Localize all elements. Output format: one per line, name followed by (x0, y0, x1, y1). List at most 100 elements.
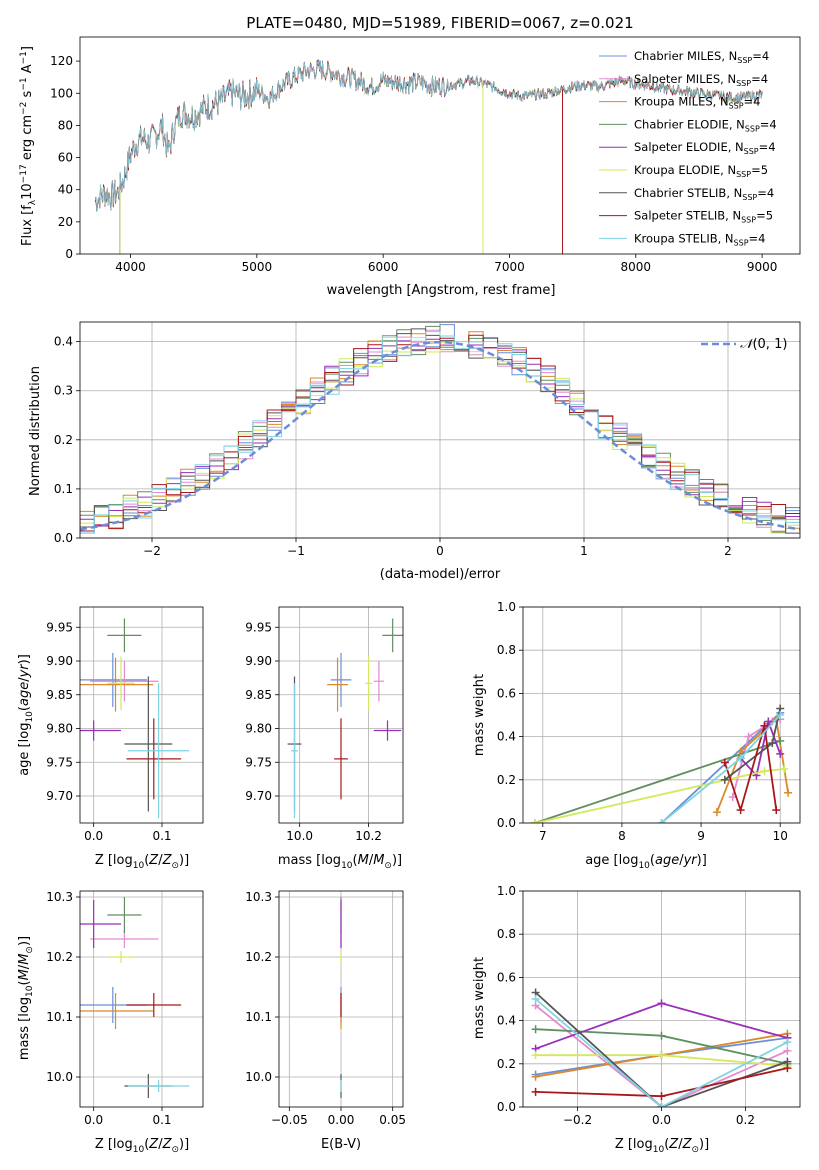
y-tick-label: 0.2 (54, 433, 73, 447)
x-tick-label: 9 (697, 829, 705, 843)
y-tick-label: 0.8 (497, 927, 516, 941)
mass-vs-z-xlabel: Z [log10(Z/Z⊙)] (95, 1137, 189, 1155)
y-tick-label: 0.2 (497, 773, 516, 787)
y-tick-label: 20 (58, 215, 73, 229)
figure-title: PLATE=0480, MJD=51989, FIBERID=0067, z=0… (246, 14, 633, 32)
weight-line (535, 1004, 788, 1107)
y-tick-label: 0.2 (497, 1057, 516, 1071)
y-tick-label: 9.70 (46, 789, 73, 803)
x-tick-label: 7000 (494, 260, 525, 274)
age-vs-mass-xlabel: mass [log10(M/M⊙)] (278, 853, 402, 871)
axes-frame (278, 890, 404, 1108)
errorbars (287, 618, 403, 819)
x-tick-label: 10 (773, 829, 788, 843)
y-tick-label: 10.2 (46, 950, 73, 964)
weight-vs-z-plot: −0.2 0.0 0.2 0.0 0.2 0.4 0.6 0.8 1.0 (497, 884, 801, 1127)
y-tick-label: 9.90 (46, 654, 73, 668)
legend-label: Salpeter MILES, NSSP=4 (634, 72, 768, 88)
residuals-legend: 𝒩(0, 1) (701, 337, 787, 352)
y-tick-label: 9.90 (245, 654, 272, 668)
residuals-xlabel: (data-model)/error (380, 567, 501, 582)
legend-label: Kroupa MILES, NSSP=4 (634, 95, 760, 111)
y-tick-label: 0.4 (497, 1014, 516, 1028)
y-tick-label: 9.95 (46, 620, 73, 634)
spectrum-xlabel: wavelength [Angstrom, rest frame] (327, 283, 556, 298)
weight-vs-z-panel: −0.2 0.0 0.2 0.0 0.2 0.4 0.6 0.8 1.0 Z [log10(Z/… (472, 884, 801, 1155)
legend-label: Chabrier MILES, NSSP=4 (634, 49, 769, 65)
axes-frame (79, 321, 801, 539)
legend-label: Chabrier STELIB, NSSP=4 (634, 186, 774, 202)
axes-frame (278, 606, 404, 824)
age-vs-z-xlabel: Z [log10(Z/Z⊙)] (95, 853, 189, 871)
y-tick-label: 9.75 (46, 755, 73, 769)
x-tick-label: −0.05 (271, 1113, 308, 1127)
y-tick-label: 0 (65, 247, 73, 261)
axes-frame (79, 36, 801, 255)
age-vs-mass-panel: 10.0 10.2 9.70 9.75 9.80 9.85 9.90 9.95 mass [l… (245, 606, 404, 871)
residuals-plot: −2 −1 0 1 2 0.0 0.1 0.2 0.3 0.4 (54, 321, 801, 558)
spectrum-ylabel: Flux [fλ10−17 erg cm−2 s−1 A−1] (19, 46, 38, 246)
x-tick-label: 0 (436, 544, 444, 558)
x-tick-label: 5000 (242, 260, 273, 274)
axes-frame (79, 890, 204, 1108)
y-tick-label: 10.0 (46, 1070, 73, 1084)
y-tick-label: 0.4 (54, 335, 73, 349)
weight-line (716, 717, 789, 813)
weight-line (723, 725, 778, 814)
y-tick-label: 0.0 (497, 816, 516, 830)
x-tick-label: 0.05 (379, 1113, 406, 1127)
x-tick-label: 8000 (621, 260, 652, 274)
y-tick-label: 10.1 (46, 1010, 73, 1024)
x-tick-label: 0.00 (328, 1113, 355, 1127)
y-tick-label: 10.3 (46, 890, 73, 904)
spectrum-line (94, 60, 763, 212)
weight-line (534, 740, 781, 823)
y-tick-label: 0.4 (497, 730, 516, 744)
y-tick-label: 40 (58, 183, 73, 197)
y-tick-label: 80 (58, 118, 73, 132)
normal-legend-args: (0, 1) (752, 337, 787, 352)
legend-label: Chabrier ELODIE, NSSP=4 (634, 117, 777, 133)
x-tick-label: −1 (287, 544, 305, 558)
y-tick-label: 9.85 (46, 688, 73, 702)
spectrum-lines (94, 59, 763, 254)
y-tick-label: 0.3 (54, 384, 73, 398)
histogram-series (80, 331, 800, 534)
x-tick-label: 2 (724, 544, 732, 558)
y-tick-label: 100 (50, 86, 73, 100)
residuals-panel: −2 −1 0 1 2 0.0 0.1 0.2 0.3 0.4 (data-model)/erro… (28, 321, 801, 582)
legend-label: Salpeter STELIB, NSSP=5 (634, 209, 773, 225)
mass-vs-z-ylabel: mass [log10(M/M⊙)] (17, 936, 35, 1060)
age-vs-z-ylabel: age [log10(age/yr)] (17, 654, 35, 776)
y-tick-label: 10.0 (245, 1070, 272, 1084)
x-tick-label: 0.0 (84, 1113, 103, 1127)
y-tick-label: 9.95 (245, 620, 272, 634)
y-tick-label: 0.6 (497, 970, 516, 984)
legend-label: Kroupa STELIB, NSSP=4 (634, 231, 765, 247)
mass-vs-ebv-panel: −0.05 0.00 0.05 10.0 10.1 10.2 10.3 E(B-V) (245, 890, 406, 1152)
y-tick-label: 0.0 (54, 531, 73, 545)
weight-line (535, 998, 788, 1107)
weight-vs-z-ylabel: mass weight (472, 957, 487, 1039)
weight-lines (531, 988, 792, 1107)
x-tick-label: 0.1 (152, 829, 171, 843)
weight-line (660, 712, 781, 823)
y-tick-label: 9.80 (46, 722, 73, 736)
y-tick-label: 10.1 (245, 1010, 272, 1024)
weight-vs-z-xlabel: Z [log10(Z/Z⊙)] (615, 1137, 709, 1155)
mass-vs-z-plot: 0.0 0.1 10.0 10.1 10.2 10.3 (46, 890, 204, 1127)
x-tick-label: 10.2 (355, 829, 382, 843)
y-tick-label: 9.80 (245, 722, 272, 736)
mass-vs-ebv-xlabel: E(B-V) (321, 1137, 361, 1152)
weight-line (534, 768, 785, 823)
age-vs-z-plot: 0.0 0.1 9.70 9.75 9.80 9.85 9.90 9.95 (46, 606, 204, 843)
histogram-steps (80, 324, 800, 534)
mass-vs-z-panel: 0.0 0.1 10.0 10.1 10.2 10.3 Z [log10(Z/Z⊙)] m… (17, 890, 204, 1155)
spectrum-panel: 4000 5000 6000 7000 8000 9000020406080100120 … (19, 36, 801, 298)
weight-vs-age-plot: 7 8 9 10 0.0 0.2 0.4 0.6 0.8 1.0 (497, 600, 801, 843)
x-tick-label: 0.0 (84, 829, 103, 843)
x-tick-label: −0.2 (563, 1113, 592, 1127)
y-tick-label: 10.2 (245, 950, 272, 964)
y-tick-label: 0.8 (497, 643, 516, 657)
x-tick-label: 0.2 (736, 1113, 755, 1127)
